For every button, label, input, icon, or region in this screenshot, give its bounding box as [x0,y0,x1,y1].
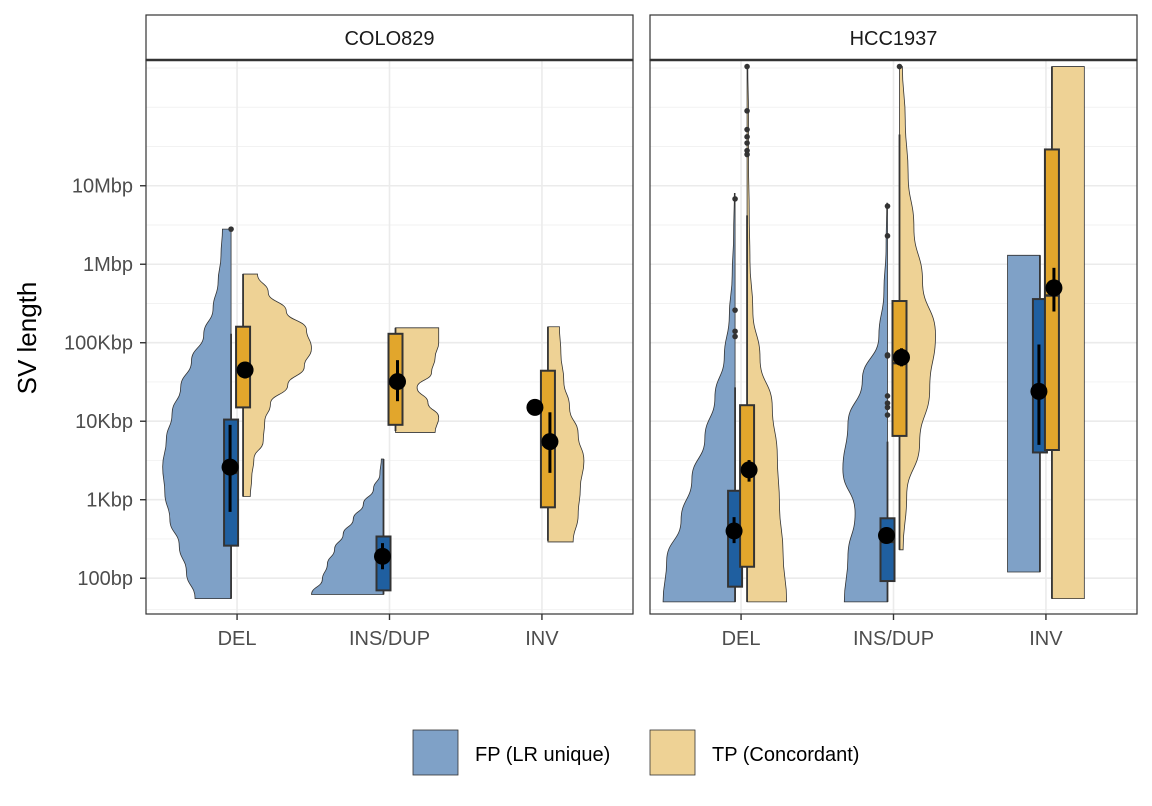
mean-point-TP-INS/DUP [389,373,406,391]
outlier-point [744,147,750,154]
outlier-point [732,328,738,335]
mean-point-TP-INV [541,433,559,451]
outlier-point [884,393,891,399]
mean-point-FP-DEL [221,458,239,476]
outlier-point [884,404,891,411]
outlier-point [228,226,234,232]
outlier-point [884,400,891,406]
x-tick-label: INV [1029,628,1063,650]
violin-FP-DEL [162,228,232,599]
y-tick-label: 100Kbp [64,333,133,355]
legend-key-FP [412,729,459,776]
outlier-point [744,134,750,140]
y-tick-label: 10Mbp [72,176,133,198]
outlier-point [732,307,738,313]
y-axis-title: SV length [12,282,42,395]
violin-TP-INV [547,326,585,543]
violin-FP-INV [1007,254,1041,573]
mean-point-TP-INS/DUP [893,348,910,366]
y-tick-label: 1Mbp [83,254,133,276]
strip-box [145,14,634,61]
violin-FP-DEL [662,192,736,603]
outlier-point [744,126,750,133]
mean-point-FP-INV [1030,382,1048,400]
outlier-point [744,151,750,158]
strip-box [649,14,1138,61]
y-tick-label: 10Kbp [75,411,133,433]
mean-point-TP-DEL [236,361,254,379]
outlier-point [732,196,738,202]
mean-point-TP-DEL [740,461,758,479]
x-tick-label: INV [525,628,559,650]
outlier-point [884,352,891,358]
mean-point-FP-INS/DUP [878,527,895,545]
mean-point-FP-INV [526,398,544,416]
mean-point-FP-DEL [725,522,743,540]
legend-key-TP [649,729,696,776]
mean-point-FP-INS/DUP [374,547,391,565]
strip-label: COLO829 [344,28,434,50]
legend: FP (LR unique) TP (Concordant) [412,729,859,776]
x-tick-label: DEL [722,628,761,650]
violin-TP-INV [1051,66,1085,599]
box-TP-INS/DUP [891,300,908,437]
outlier-point [896,63,903,70]
outlier-point [884,203,891,209]
x-tick-label: INS/DUP [349,628,430,650]
outlier-point [732,333,738,340]
outlier-point [744,108,750,114]
outlier-point [884,233,891,239]
outlier-point [884,412,891,418]
y-tick-label: 100bp [77,568,133,590]
outlier-point [744,140,750,146]
legend-label-FP: FP (LR unique) [475,744,610,766]
x-tick-label: DEL [218,628,257,650]
mean-point-TP-INV [1045,279,1063,297]
violin-TP-INS/DUP [899,66,936,551]
violin-FP-INS/DUP [842,202,888,603]
legend-label-TP: TP (Concordant) [712,744,859,766]
box-TP-DEL [739,404,756,568]
box-TP-INV [1043,148,1060,451]
strip-label: HCC1937 [850,28,938,50]
violin-TP-DEL [242,273,312,497]
outlier-point [744,63,750,70]
violin-TP-INS/DUP [395,327,440,433]
x-tick-label: INS/DUP [853,628,934,650]
violin-FP-INS/DUP [311,458,384,595]
y-tick-label: 1Kbp [86,490,133,512]
